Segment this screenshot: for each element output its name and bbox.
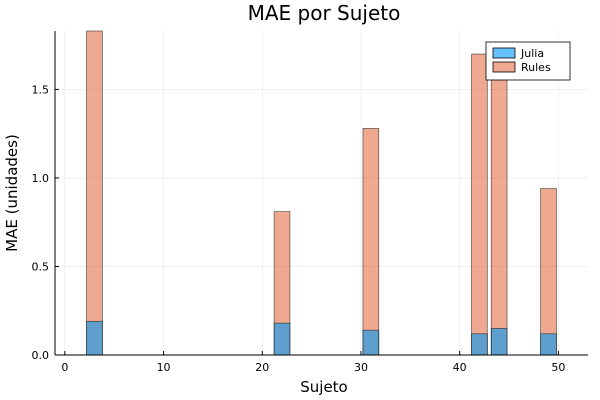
y-tick-label: 0.5 [32,260,50,273]
bars [86,30,557,356]
x-tick-label: 40 [453,361,467,374]
bar-julia-subject-42 [471,333,488,356]
x-tick-label: 10 [157,361,171,374]
bar-rules-subject-44 [490,58,508,356]
chart-title: MAE por Sujeto [248,1,401,25]
y-axis-label: MAE (unidades) [3,134,21,252]
bar-rules-subject-49 [540,188,557,356]
bar-rules-subject-31 [362,127,380,356]
x-tick-label: 30 [354,361,368,374]
y-tick-label: 0.0 [32,349,50,362]
y-tick-label: 1.5 [32,83,50,96]
legend-label-julia: Julia [520,47,544,60]
legend-label-rules: Rules [521,61,551,74]
bar-julia-subject-3 [86,320,103,356]
x-axis-label: Sujeto [300,378,347,396]
ticks: 0 10 20 30 40 50 0.0 0.5 1.0 1.5 [32,83,566,374]
x-tick-label: 0 [61,361,68,374]
y-tick-label: 1.0 [32,172,50,185]
bar-julia-subject-22 [273,322,291,356]
axes [54,31,588,356]
bar-julia-subject-31 [362,329,380,356]
legend-swatch-rules [492,61,516,73]
bar-julia-subject-44 [490,328,508,356]
bar-rules-subject-42 [471,53,488,356]
x-tick-label: 50 [551,361,565,374]
x-tick-label: 20 [255,361,269,374]
bar-rules-subject-3 [86,30,103,356]
legend-swatch-julia [492,47,516,59]
bar-julia-subject-49 [540,333,557,356]
